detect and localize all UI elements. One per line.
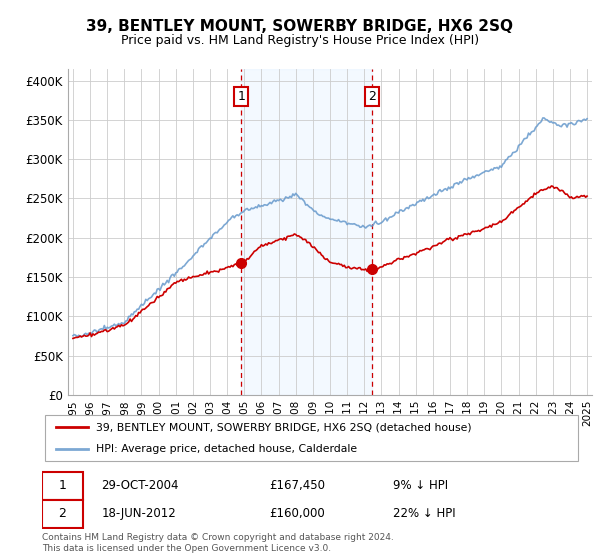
Text: 2: 2 xyxy=(58,507,66,520)
Text: 22% ↓ HPI: 22% ↓ HPI xyxy=(393,507,455,520)
Text: 18-JUN-2012: 18-JUN-2012 xyxy=(101,507,176,520)
Text: 2: 2 xyxy=(368,90,376,103)
Text: £167,450: £167,450 xyxy=(269,479,325,492)
Text: 1: 1 xyxy=(238,90,245,103)
Text: Contains HM Land Registry data © Crown copyright and database right 2024.
This d: Contains HM Land Registry data © Crown c… xyxy=(42,533,394,553)
FancyBboxPatch shape xyxy=(45,416,578,461)
Bar xyxy=(241,69,372,395)
Text: Price paid vs. HM Land Registry's House Price Index (HPI): Price paid vs. HM Land Registry's House … xyxy=(121,34,479,46)
Text: 39, BENTLEY MOUNT, SOWERBY BRIDGE, HX6 2SQ (detached house): 39, BENTLEY MOUNT, SOWERBY BRIDGE, HX6 2… xyxy=(96,422,472,432)
Text: 1: 1 xyxy=(58,479,66,492)
Text: 29-OCT-2004: 29-OCT-2004 xyxy=(101,479,179,492)
FancyBboxPatch shape xyxy=(42,472,83,500)
Text: 39, BENTLEY MOUNT, SOWERBY BRIDGE, HX6 2SQ: 39, BENTLEY MOUNT, SOWERBY BRIDGE, HX6 2… xyxy=(86,19,514,34)
Text: £160,000: £160,000 xyxy=(269,507,325,520)
Text: HPI: Average price, detached house, Calderdale: HPI: Average price, detached house, Cald… xyxy=(96,444,357,454)
Text: 9% ↓ HPI: 9% ↓ HPI xyxy=(393,479,448,492)
FancyBboxPatch shape xyxy=(42,500,83,528)
